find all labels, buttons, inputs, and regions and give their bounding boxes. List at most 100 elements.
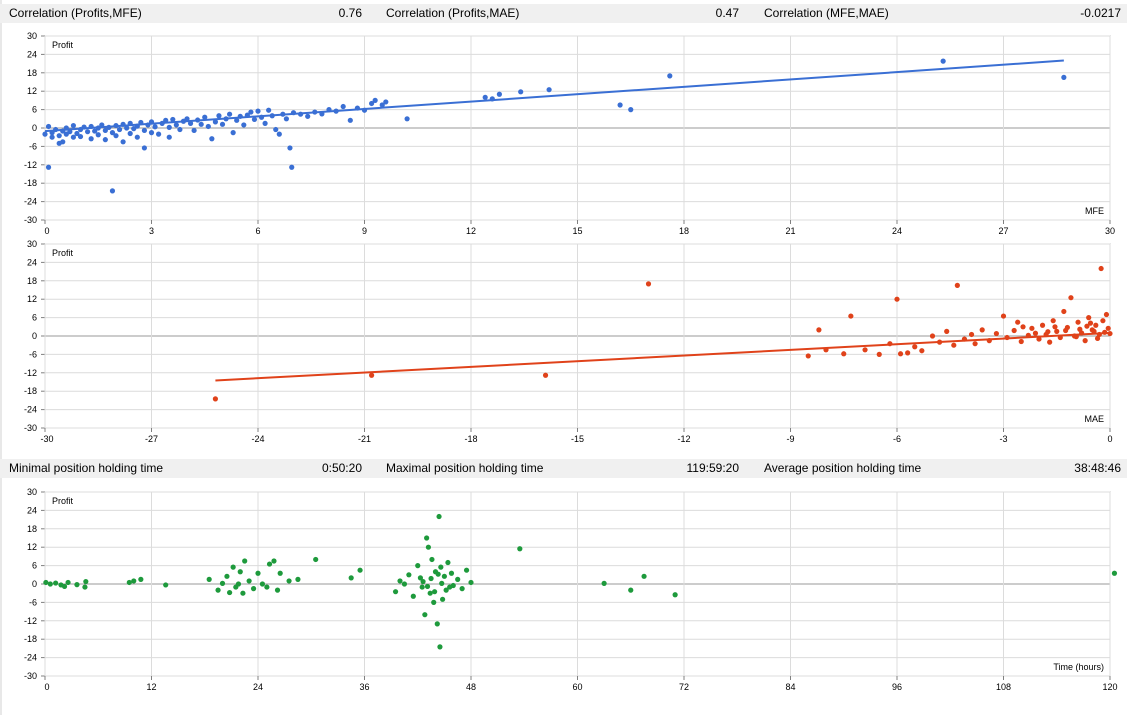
- data-point: [274, 587, 281, 593]
- data-point: [354, 105, 360, 111]
- holding-time-stats-bar: Minimal position holding time 0:50:20 Ma…: [0, 459, 1127, 478]
- data-point: [887, 341, 893, 347]
- x-tick-label: -24: [251, 434, 264, 444]
- scatter-chart-profit-vs-mfe: 30 24 18 12 6 0 -6 -12 -18 -24 -30 0 3 6 9 12 15 18 21 24 27…: [24, 31, 1115, 236]
- data-point: [216, 113, 222, 119]
- stat-value-avg-holding: 38:48:46: [1074, 461, 1121, 475]
- data-point: [1061, 308, 1067, 315]
- data-point: [1082, 338, 1088, 344]
- data-point: [406, 572, 412, 578]
- stat-value-min-holding: 0:50:20: [321, 461, 362, 475]
- stat-label-max-holding: Maximal position holding time: [386, 461, 544, 475]
- data-point: [841, 351, 847, 357]
- data-point: [77, 133, 84, 140]
- data-point: [224, 573, 230, 579]
- data-point: [968, 331, 975, 338]
- data-point: [601, 580, 607, 586]
- data-point: [372, 97, 378, 103]
- data-point: [1045, 329, 1051, 335]
- x-tick-label: 84: [785, 682, 795, 692]
- data-point: [177, 126, 183, 133]
- data-point: [1068, 295, 1074, 301]
- x-tick-label: -3: [999, 434, 1007, 444]
- data-point: [60, 139, 66, 145]
- y-tick-label: -30: [24, 671, 37, 681]
- data-point: [85, 129, 91, 135]
- data-point: [1052, 324, 1058, 330]
- y-tick-label: 6: [32, 313, 37, 323]
- x-tick-label: -18: [464, 434, 477, 444]
- data-point: [95, 125, 101, 131]
- y-tick-label: -24: [24, 405, 37, 415]
- x-tick-label: -30: [40, 434, 53, 444]
- x-tick-label: 72: [679, 682, 689, 692]
- x-tick-label: 27: [998, 226, 1008, 236]
- data-point: [455, 576, 461, 582]
- y-tick-label: 18: [27, 68, 37, 78]
- data-point: [266, 107, 272, 113]
- x-tick-label: 60: [572, 682, 582, 692]
- data-point: [215, 587, 221, 593]
- data-point: [1036, 336, 1042, 342]
- stat-value-mfe-mae: -0.0217: [1080, 6, 1121, 20]
- data-point: [264, 584, 270, 590]
- y-tick-label: 0: [32, 123, 37, 133]
- data-point: [397, 578, 403, 584]
- data-point: [159, 120, 165, 126]
- x-axis-title: MAE: [1084, 414, 1104, 424]
- data-point: [876, 351, 882, 357]
- data-point: [1075, 319, 1081, 325]
- data-point: [295, 576, 301, 582]
- y-axis-title: Profit: [52, 496, 74, 506]
- data-point: [191, 127, 197, 134]
- data-point: [1103, 311, 1110, 318]
- data-point: [230, 564, 236, 570]
- data-point: [61, 583, 68, 590]
- data-point: [60, 128, 66, 134]
- data-point: [667, 73, 673, 79]
- data-point: [1039, 322, 1046, 328]
- data-point: [919, 348, 925, 354]
- data-point: [1100, 318, 1106, 324]
- data-point: [141, 127, 147, 134]
- data-point: [313, 556, 319, 563]
- y-tick-label: 24: [27, 49, 37, 59]
- data-point: [1004, 334, 1010, 341]
- data-point: [219, 580, 226, 586]
- x-tick-label: 15: [572, 226, 582, 236]
- data-point: [672, 592, 678, 598]
- data-point: [517, 546, 523, 552]
- data-point: [113, 133, 119, 139]
- data-point: [262, 120, 268, 126]
- data-point: [1105, 325, 1111, 331]
- data-point: [1015, 319, 1021, 325]
- data-point: [1061, 74, 1067, 80]
- data-point: [305, 113, 311, 119]
- y-tick-label: 6: [32, 561, 37, 571]
- data-point: [120, 121, 126, 127]
- data-point: [242, 558, 248, 564]
- data-point: [241, 122, 247, 128]
- data-point: [1018, 338, 1024, 345]
- data-point: [166, 124, 172, 130]
- y-tick-label: -24: [24, 197, 37, 207]
- data-point: [259, 581, 266, 587]
- data-point: [255, 108, 261, 114]
- data-point: [518, 89, 524, 95]
- correlation-stats-bar: Correlation (Profits,MFE) 0.76 Correlati…: [0, 4, 1127, 23]
- data-point: [266, 561, 273, 567]
- data-point: [617, 102, 623, 108]
- data-point: [250, 586, 257, 592]
- y-tick-label: 18: [27, 276, 37, 286]
- x-tick-label: 48: [466, 682, 476, 692]
- grid-lines: [41, 35, 1111, 224]
- x-tick-label: -12: [677, 434, 690, 444]
- data-point: [184, 116, 190, 122]
- data-point: [271, 558, 277, 564]
- data-point: [138, 119, 144, 126]
- grid-lines: [41, 491, 1111, 680]
- data-point: [417, 575, 424, 581]
- y-tick-label: 0: [32, 331, 37, 341]
- data-point: [81, 124, 87, 130]
- data-point: [445, 559, 451, 566]
